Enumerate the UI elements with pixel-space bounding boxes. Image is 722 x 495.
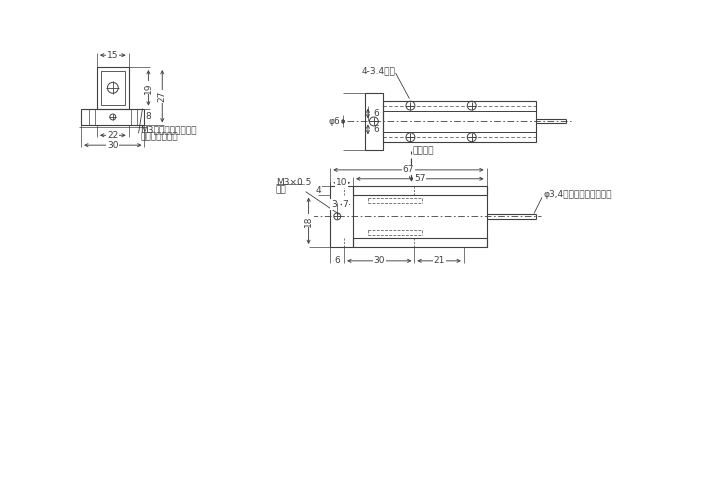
Bar (365, 93, 383, 150)
Bar (101, 71, 125, 104)
Bar (81, 108, 144, 125)
Text: （ストッパー）: （ストッパー） (141, 133, 178, 142)
Text: 荷重方向: 荷重方向 (412, 147, 434, 155)
Text: 4: 4 (316, 186, 321, 195)
Text: φ3,4芯シールドケーブル: φ3,4芯シールドケーブル (544, 190, 612, 199)
Bar (97, 67, 129, 108)
Text: 19: 19 (144, 82, 153, 94)
Bar (353, 186, 487, 195)
Bar (331, 186, 353, 247)
Text: 6: 6 (373, 109, 379, 118)
Text: 10: 10 (336, 178, 347, 187)
Text: 3: 3 (331, 200, 336, 209)
Text: 18: 18 (304, 215, 313, 227)
Text: 通し: 通し (276, 185, 287, 194)
Text: 30: 30 (107, 141, 118, 149)
Text: M3セットスクリュー: M3セットスクリュー (141, 125, 197, 134)
Text: 57: 57 (414, 174, 425, 183)
Bar (383, 100, 536, 142)
Text: 6: 6 (373, 125, 379, 134)
Text: φ6: φ6 (329, 117, 340, 126)
Text: 22: 22 (107, 131, 118, 140)
Text: 7: 7 (342, 200, 348, 209)
Text: M3×0.5: M3×0.5 (276, 178, 311, 187)
Text: 8: 8 (146, 112, 152, 121)
Text: 21: 21 (433, 256, 445, 265)
Text: 27: 27 (157, 91, 167, 102)
Text: 67: 67 (403, 165, 414, 174)
Bar (353, 238, 487, 247)
Text: 4-3.4キリ: 4-3.4キリ (362, 66, 396, 76)
Text: 15: 15 (107, 50, 118, 60)
Text: 30: 30 (373, 256, 385, 265)
Text: 6: 6 (334, 256, 340, 265)
